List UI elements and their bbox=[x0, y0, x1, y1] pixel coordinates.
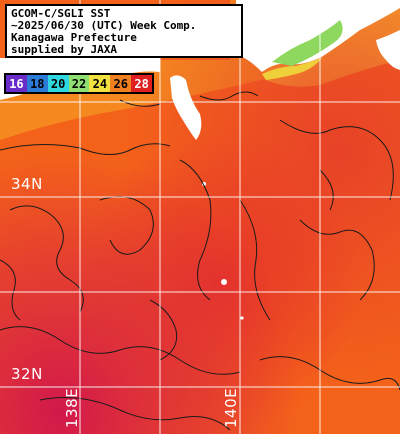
latitude-label-34n: 34N bbox=[11, 175, 43, 193]
legend-label-28: 28 bbox=[134, 76, 149, 91]
map-title-box: GCOM-C/SGLI SST ~2025/06/30 (UTC) Week Co… bbox=[5, 4, 243, 58]
legend-cell-22: 22 bbox=[68, 75, 90, 92]
land-small-island-1 bbox=[221, 279, 227, 285]
legend-label-26: 26 bbox=[113, 76, 128, 91]
legend-cell-24: 24 bbox=[89, 75, 111, 92]
legend-label-24: 24 bbox=[92, 76, 108, 91]
latitude-label-32n: 32N bbox=[11, 365, 43, 383]
cool-patch-yellow bbox=[262, 58, 322, 80]
longitude-label-140e: 140E bbox=[222, 387, 240, 428]
legend-cell-20: 20 bbox=[47, 75, 69, 92]
title-line-2: ~2025/06/30 (UTC) Week Comp. bbox=[11, 19, 197, 32]
land-boso bbox=[376, 30, 400, 70]
legend-label-18: 18 bbox=[30, 76, 45, 91]
legend-cell-26: 26 bbox=[110, 75, 132, 92]
legend-cell-18: 18 bbox=[26, 75, 48, 92]
legend-label-16: 16 bbox=[9, 76, 24, 91]
title-line-4: supplied by JAXA bbox=[11, 43, 117, 56]
legend-cell-28: 28 bbox=[131, 75, 153, 92]
title-line-1: GCOM-C/SGLI SST bbox=[11, 7, 111, 20]
longitude-label-138e: 138E bbox=[63, 387, 81, 428]
temperature-legend: 16 18 20 22 24 26 28 bbox=[4, 73, 154, 94]
title-line-3: Kanagawa Prefecture bbox=[11, 31, 137, 44]
cool-patch-green bbox=[272, 20, 343, 66]
legend-cell-16: 16 bbox=[6, 75, 27, 92]
legend-label-22: 22 bbox=[71, 76, 87, 91]
land-izu-peninsula bbox=[170, 75, 202, 140]
land-small-island-3 bbox=[240, 316, 244, 320]
legend-label-20: 20 bbox=[50, 76, 66, 91]
